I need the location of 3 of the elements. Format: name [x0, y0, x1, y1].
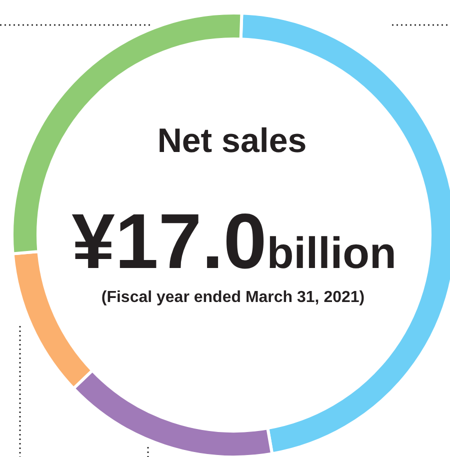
text: ¥17.0billion: [72, 197, 396, 285]
text: Net sales: [157, 122, 307, 160]
text: (Fiscal year ended March 31, 2021): [101, 289, 365, 306]
